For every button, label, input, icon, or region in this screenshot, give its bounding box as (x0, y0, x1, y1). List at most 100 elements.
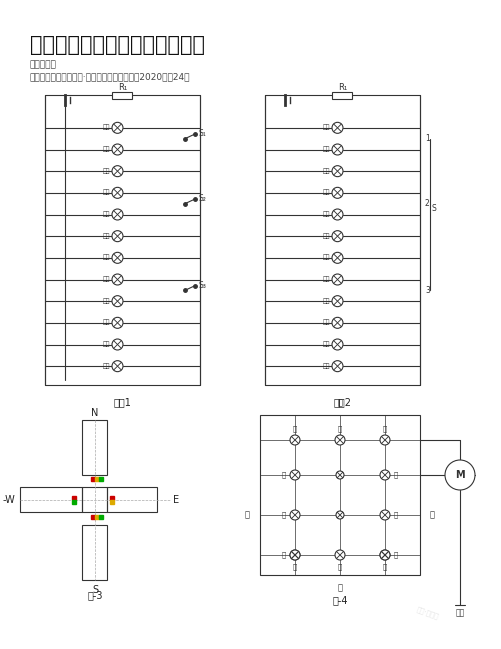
Text: 宁黄: 宁黄 (102, 212, 110, 217)
Circle shape (379, 510, 389, 520)
Text: 图-4: 图-4 (332, 595, 347, 605)
Text: S₂: S₂ (198, 194, 206, 203)
Circle shape (444, 460, 474, 490)
Text: 宁黄: 宁黄 (322, 212, 329, 217)
Bar (332, 92, 352, 99)
Text: 红: 红 (292, 563, 297, 570)
Circle shape (331, 361, 342, 372)
Circle shape (331, 122, 342, 133)
Text: 年绿: 年绿 (102, 298, 110, 304)
Circle shape (290, 550, 300, 560)
Text: 红: 红 (393, 552, 397, 558)
Text: 电源: 电源 (454, 608, 464, 617)
Text: 北黄: 北黄 (102, 276, 110, 282)
Circle shape (112, 230, 123, 241)
Circle shape (379, 470, 389, 480)
Text: S₃: S₃ (198, 281, 206, 290)
Text: 绿: 绿 (382, 563, 386, 570)
Circle shape (112, 296, 123, 307)
Circle shape (112, 361, 123, 372)
Text: 红: 红 (281, 472, 286, 478)
Text: 1: 1 (424, 134, 429, 143)
Text: 南: 南 (337, 583, 342, 592)
Bar (82, 487, 107, 513)
Text: 黄: 黄 (337, 425, 342, 432)
Text: 北绿: 北绿 (322, 190, 329, 195)
Circle shape (331, 230, 342, 241)
Text: R₁: R₁ (118, 83, 127, 92)
Bar (82, 420, 107, 475)
Text: 2: 2 (424, 199, 429, 208)
Circle shape (334, 435, 344, 445)
Circle shape (334, 550, 344, 560)
Text: 绿: 绿 (393, 472, 397, 478)
Text: 图－1: 图－1 (113, 397, 131, 407)
Text: 南黄: 南黄 (102, 255, 110, 260)
Circle shape (290, 550, 300, 560)
Circle shape (290, 510, 300, 520)
Circle shape (331, 144, 342, 155)
Text: 北红: 北红 (102, 363, 110, 369)
Text: 四黄: 四黄 (322, 233, 329, 239)
Text: S₁: S₁ (198, 129, 206, 138)
Text: 黄: 黄 (281, 511, 286, 519)
Circle shape (379, 435, 389, 445)
Text: 东: 东 (429, 511, 434, 519)
Text: 绿: 绿 (292, 425, 297, 432)
Bar (112, 92, 132, 99)
Bar (107, 487, 157, 513)
Text: 北黄: 北黄 (322, 276, 329, 282)
Circle shape (335, 471, 343, 479)
Circle shape (331, 165, 342, 177)
Circle shape (331, 188, 342, 199)
Text: 西: 西 (244, 511, 249, 519)
Text: 南绿: 南绿 (102, 168, 110, 174)
Circle shape (335, 511, 343, 519)
Text: 年绿: 年绿 (322, 298, 329, 304)
Text: 四黄: 四黄 (102, 233, 110, 239)
Circle shape (379, 550, 389, 560)
Text: 3: 3 (424, 286, 429, 295)
Text: 黄: 黄 (337, 563, 342, 570)
Text: E: E (173, 495, 179, 505)
Bar (20, 487, 82, 513)
Bar (82, 525, 107, 580)
Text: -W: -W (2, 495, 15, 505)
Text: 南绿: 南绿 (322, 168, 329, 174)
Text: 绿: 绿 (281, 552, 286, 558)
Text: 北绿: 北绿 (102, 190, 110, 195)
Circle shape (112, 274, 123, 285)
Circle shape (331, 296, 342, 307)
Circle shape (112, 188, 123, 199)
Text: N: N (91, 408, 99, 418)
Text: 年红: 年红 (322, 125, 329, 130)
Text: 四绿: 四绿 (102, 320, 110, 325)
Text: 图-3: 图-3 (87, 590, 103, 600)
Text: 四绿: 四绿 (322, 320, 329, 325)
Text: 北红: 北红 (322, 363, 329, 369)
Bar (45, 95, 199, 385)
Circle shape (112, 122, 123, 133)
Circle shape (112, 144, 123, 155)
Text: 四红: 四红 (102, 147, 110, 152)
Text: 作者：赵睿: 作者：赵睿 (30, 60, 57, 69)
Circle shape (112, 339, 123, 350)
Text: 南黄: 南黄 (322, 255, 329, 260)
Text: 红: 红 (382, 425, 386, 432)
Text: 年红: 年红 (102, 125, 110, 130)
Text: 初中物理综合实践活动实践案例: 初中物理综合实践活动实践案例 (30, 35, 204, 55)
Text: S: S (431, 204, 436, 213)
Text: M: M (454, 470, 464, 480)
Text: 图－2: 图－2 (333, 397, 351, 407)
Circle shape (112, 252, 123, 263)
Circle shape (290, 435, 300, 445)
Circle shape (331, 209, 342, 220)
Text: 黄: 黄 (393, 511, 397, 519)
Circle shape (331, 252, 342, 263)
Circle shape (112, 165, 123, 177)
Circle shape (290, 470, 300, 480)
Text: 南红: 南红 (102, 341, 110, 347)
Text: 南红: 南红 (322, 341, 329, 347)
Bar (260, 415, 419, 575)
Text: 老师·全校实: 老师·全校实 (415, 606, 439, 620)
